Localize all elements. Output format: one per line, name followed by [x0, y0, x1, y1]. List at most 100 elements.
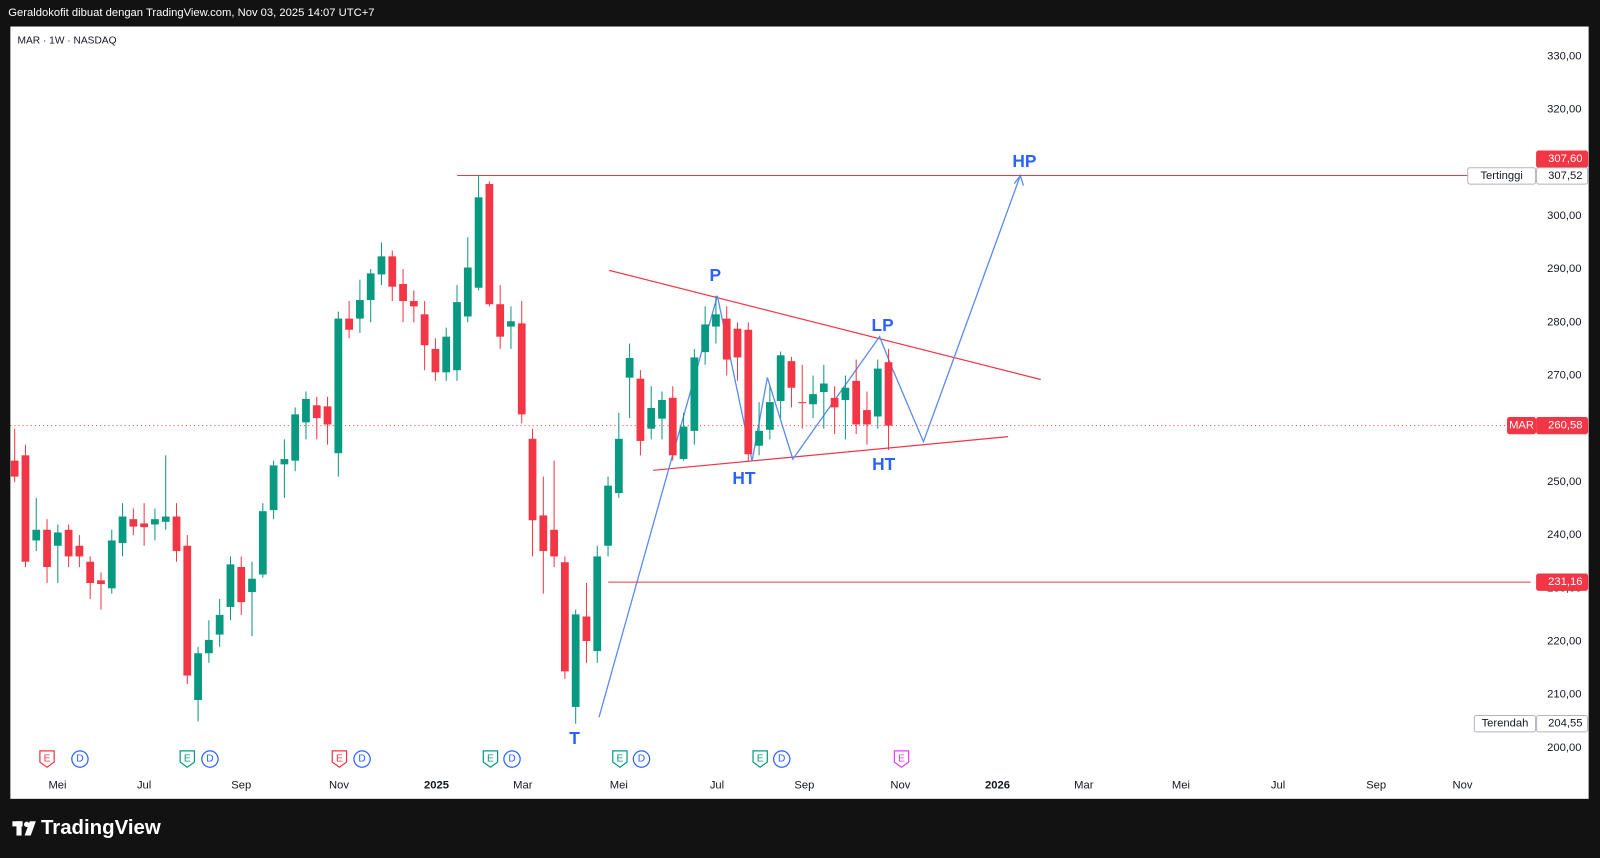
y-tick-label: 290,00 — [1547, 263, 1581, 275]
candle-body — [787, 361, 796, 388]
event-badge — [632, 750, 651, 768]
annotation: HT — [872, 454, 896, 474]
y-tick-label: 330,00 — [1547, 50, 1581, 62]
candle-body — [561, 562, 569, 672]
candle-body — [161, 516, 170, 522]
x-tick-label: Mar — [513, 780, 533, 792]
price-label-name-box — [1473, 715, 1537, 733]
event-label: E — [44, 754, 51, 765]
candle-body — [884, 362, 893, 426]
x-tick-label: Nov — [329, 780, 349, 792]
x-tick-label: Mei — [48, 780, 66, 792]
candle-body — [765, 402, 774, 430]
triangle-lower — [653, 436, 1009, 471]
candle-body — [366, 273, 375, 300]
x-tick-label: Nov — [890, 780, 910, 792]
candle-body — [172, 516, 181, 552]
candle-body — [625, 357, 634, 378]
x-tick-label: Jul — [137, 780, 151, 792]
candle-body — [539, 515, 548, 552]
candle-body — [291, 414, 300, 461]
price-label-name: MAR — [1509, 420, 1534, 432]
candle-body — [593, 556, 602, 652]
candle-body — [312, 405, 321, 419]
candle-body — [647, 407, 656, 429]
candle-body — [194, 653, 202, 701]
candle-body — [463, 267, 472, 317]
candle-body — [550, 529, 558, 557]
price-label-box — [1536, 167, 1589, 185]
event-label: E — [898, 754, 905, 765]
price-label-box — [1536, 573, 1589, 591]
candle-body — [679, 426, 688, 460]
candle-body — [107, 540, 116, 589]
event-badge — [612, 750, 628, 768]
price-label: 307,52 — [1548, 170, 1582, 182]
candle-body — [129, 519, 138, 527]
candle-body — [658, 399, 666, 419]
candle-body — [183, 545, 192, 676]
candle-body — [485, 183, 494, 305]
price-label: 204,55 — [1548, 718, 1582, 730]
candle-body — [474, 197, 483, 288]
y-tick-label: 270,00 — [1547, 369, 1581, 381]
candle-body — [431, 348, 440, 373]
candle-body — [323, 406, 332, 425]
y-tick-label: 250,00 — [1547, 476, 1581, 488]
candle-body — [442, 336, 451, 373]
candle-body — [863, 410, 871, 425]
annotation: HP — [1012, 151, 1036, 171]
candle-body — [819, 383, 828, 393]
price-label: 307,60 — [1548, 153, 1582, 165]
event-badge — [201, 750, 219, 768]
candle-body — [248, 578, 256, 593]
event-badge — [893, 750, 910, 768]
event-label: E — [617, 754, 624, 765]
brand-logo: TradingView — [12, 817, 161, 839]
logo-shape — [24, 821, 30, 827]
candle-body — [409, 301, 418, 307]
event-label: D — [508, 754, 515, 765]
candle-body — [43, 529, 51, 568]
event-badge — [71, 750, 89, 768]
candle-body — [21, 455, 30, 562]
candle-body — [280, 459, 289, 465]
y-tick-label: 280,00 — [1547, 316, 1581, 328]
annotations: P HT LP HT HP T — [569, 151, 1036, 748]
candle-body — [226, 564, 235, 607]
price-label-name: Terendah — [1482, 718, 1529, 730]
candle-body — [636, 378, 645, 441]
candle-body — [237, 567, 246, 603]
event-badge — [482, 750, 499, 768]
event-badge — [331, 750, 348, 768]
annotation: T — [569, 728, 580, 748]
candle-body — [75, 545, 84, 557]
price-label-box — [1536, 715, 1589, 733]
candle-body — [733, 328, 742, 358]
candle-body — [64, 529, 73, 557]
symbol-title: MAR · 1W · NASDAQ — [17, 35, 116, 46]
y-tick-label: 220,00 — [1547, 635, 1581, 647]
event-badge — [39, 750, 55, 768]
logo-shape — [16, 821, 22, 836]
candle-body — [388, 256, 397, 287]
candle-body — [420, 314, 429, 346]
x-tick-label: Mar — [1074, 780, 1094, 792]
price-label-name-box — [1467, 167, 1537, 185]
logo-shape — [24, 821, 36, 836]
candle-body — [399, 284, 407, 302]
candle-body — [873, 368, 882, 417]
candle-body — [830, 397, 839, 408]
candle-body — [722, 318, 731, 360]
candle-body — [269, 465, 278, 511]
x-tick-label: Mei — [610, 780, 628, 792]
annotation: HT — [732, 468, 756, 488]
candle-body — [377, 256, 386, 275]
candle-body — [507, 321, 515, 327]
event-label: E — [487, 754, 494, 765]
event-badge — [353, 750, 371, 768]
y-tick-label: 210,00 — [1547, 689, 1581, 701]
event-label: D — [778, 754, 785, 765]
candle-body — [712, 314, 720, 327]
